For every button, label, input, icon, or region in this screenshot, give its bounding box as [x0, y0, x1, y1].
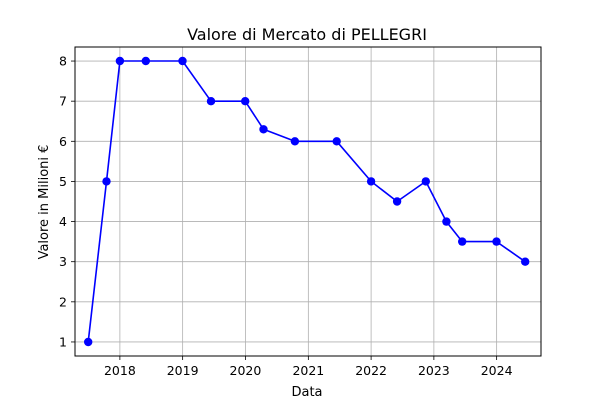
x-axis-label: Data [291, 385, 322, 400]
data-point [259, 125, 268, 134]
data-point [241, 97, 250, 106]
data-point [206, 97, 216, 106]
x-tick-label: 2022 [355, 363, 387, 378]
y-tick-label: 2 [59, 294, 67, 309]
y-tick-label: 3 [59, 254, 67, 269]
data-point [521, 257, 530, 266]
data-point [290, 137, 300, 146]
x-tick-label: 2023 [418, 363, 450, 378]
series-group [84, 56, 530, 347]
tick-labels: 2018 2019 2020 2021 2022 2023 2024 1 2 3 4 5 6 7 8 [59, 54, 513, 378]
data-point [115, 56, 125, 66]
y-tick-label: 1 [59, 334, 67, 349]
data-point [141, 56, 150, 66]
plot-frame [74, 46, 542, 357]
x-tick-label: 2020 [230, 363, 262, 378]
data-point [366, 177, 376, 186]
x-tick-label: 2021 [292, 363, 324, 378]
data-point [84, 337, 93, 347]
data-point [178, 56, 187, 66]
data-point [332, 137, 341, 146]
y-tick-label: 4 [59, 214, 67, 229]
data-point [102, 177, 111, 186]
data-point [442, 217, 451, 226]
x-tick-label: 2018 [104, 363, 136, 378]
x-tick-label: 2019 [167, 363, 199, 378]
chart-title: Valore di Mercato di PELLEGRI [187, 25, 427, 44]
y-tick-label: 5 [59, 174, 67, 189]
x-tick-label: 2024 [481, 363, 513, 378]
data-point [392, 197, 402, 206]
y-tick-label: 8 [59, 54, 67, 69]
y-axis-label: Valore in Milioni € [37, 145, 52, 260]
y-tick-label: 7 [59, 94, 67, 109]
axis-ticks [71, 60, 498, 360]
y-tick-label: 6 [59, 134, 67, 149]
data-point [492, 237, 501, 246]
grid-lines [75, 47, 541, 356]
data-point [458, 237, 467, 246]
series-line [87, 60, 526, 343]
data-point [421, 177, 430, 186]
